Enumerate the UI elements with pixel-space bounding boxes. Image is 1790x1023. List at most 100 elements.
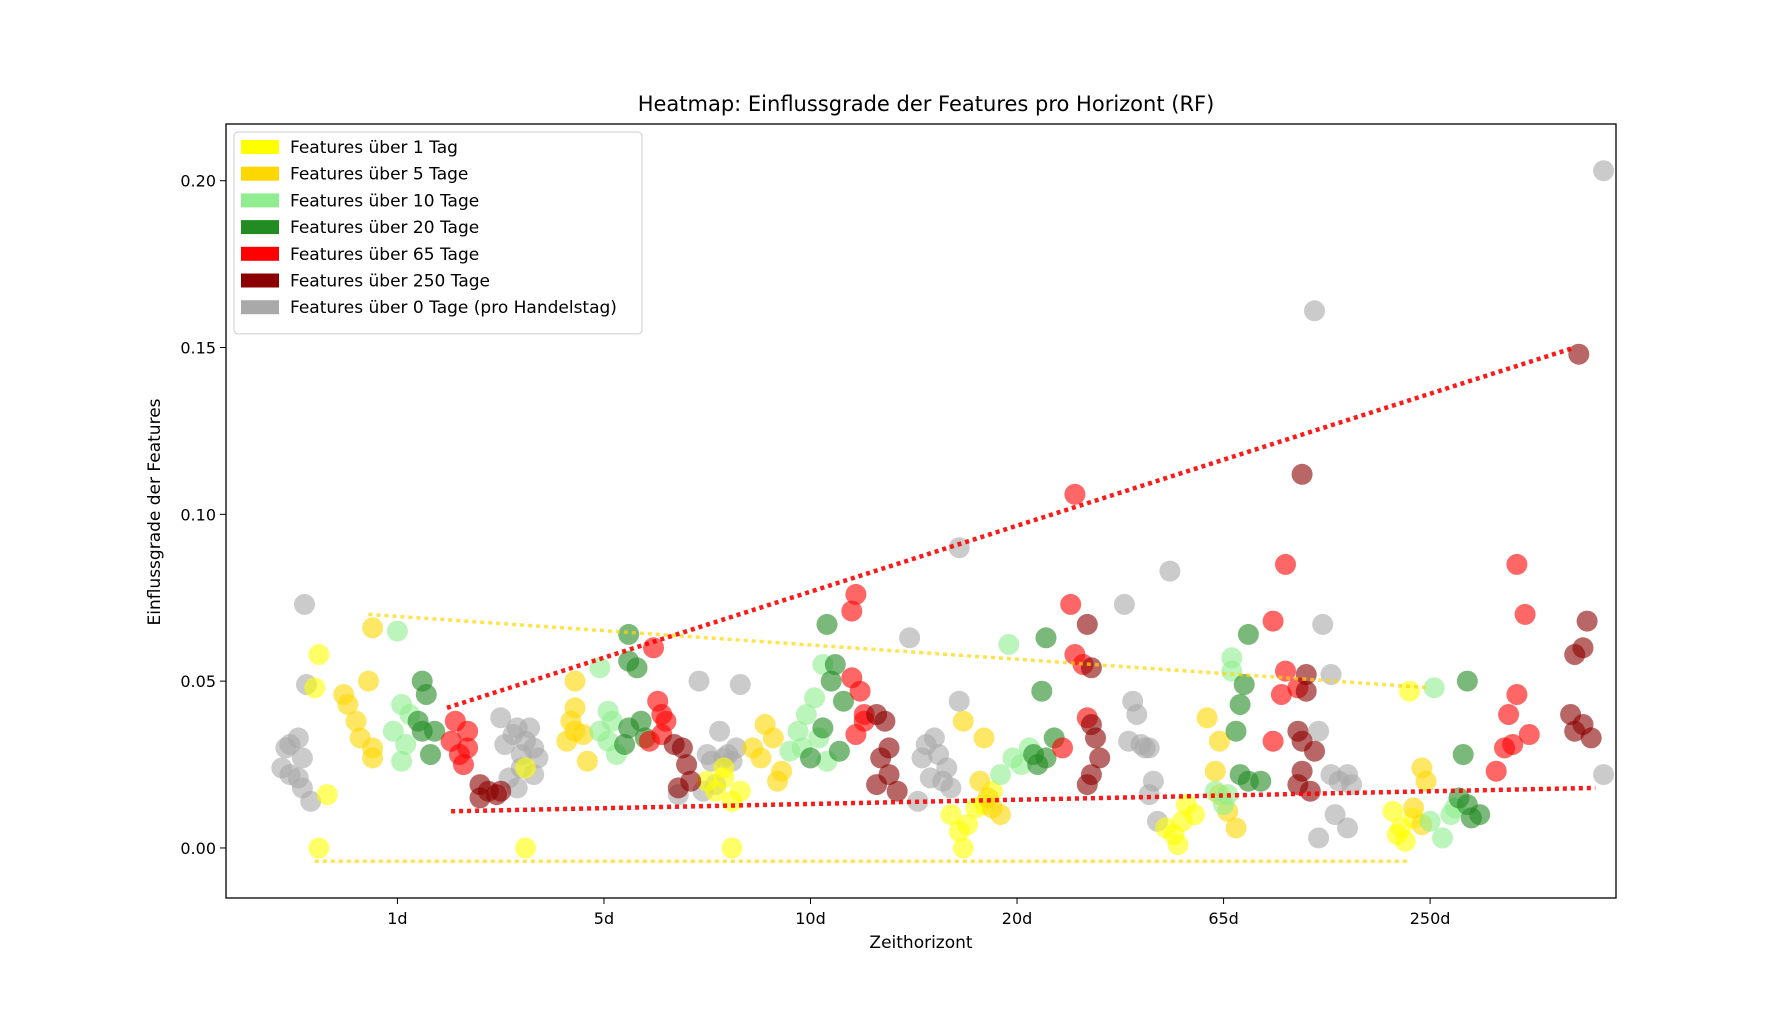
data-point [1052,737,1073,759]
trend-line-1 [451,785,1596,814]
data-point [490,707,512,729]
data-point [1399,680,1420,702]
data-point [729,674,751,695]
data-point [919,767,941,789]
data-point [1452,744,1474,765]
data-point [1262,610,1284,632]
data-point [1506,553,1528,575]
data-point [1304,300,1325,322]
data-point [1113,593,1135,615]
data-point [1225,817,1247,839]
plot-frame [225,123,1617,899]
data-point [833,690,854,712]
data-point [515,837,536,859]
data-point [1324,804,1346,826]
data-point [469,787,491,809]
series-4 [407,613,1491,829]
data-point [1076,774,1098,796]
data-point [952,837,974,859]
data-point [1237,623,1259,645]
data-point [382,720,404,742]
data-point [1233,674,1255,695]
y-axis-label: Einflussgrade der Features [145,398,165,625]
data-point [870,747,892,769]
data-point [618,650,640,672]
data-point [1291,463,1313,485]
data-point [816,613,838,635]
data-point [1469,804,1491,826]
y-tick-label: 0.20 [180,172,216,191]
data-point [515,757,536,779]
data-point [287,727,309,749]
data-point [990,804,1011,826]
y-tick-label: 0.10 [180,505,216,524]
data-point [1456,670,1478,692]
data-point [506,777,528,799]
data-point [1485,760,1507,782]
data-point [1498,704,1520,725]
data-point [486,784,508,806]
data-point [564,670,586,692]
data-point [940,804,962,826]
data-point [597,730,619,752]
data-point [457,720,479,742]
data-point [1031,680,1053,702]
legend-swatch [241,166,279,181]
legend-label: Features über 20 Tage [290,218,479,238]
data-point [1229,694,1251,715]
legend-label: Features über 0 Tage (pro Handelstag) [290,298,617,318]
data-point [1423,677,1445,699]
data-point [948,537,970,559]
legend-label: Features über 10 Tage [290,191,479,211]
data-point [1208,730,1230,752]
data-point [729,780,751,802]
data-point [845,583,867,605]
data-point [1275,660,1296,682]
data-point [1262,730,1284,752]
y-tick-label: 0.15 [180,339,216,358]
data-point [519,717,541,739]
data-point [391,750,413,772]
x-axis-label: Zeithorizont [869,933,972,953]
data-point [1308,827,1330,849]
data-point [1514,603,1536,625]
data-point [395,734,417,755]
x-tick-label: 250d [1410,909,1451,928]
x-axis-ticks: 1d 5d 10d 20d 65d 250d [387,898,1450,928]
legend-swatch [241,273,279,288]
x-tick-label: 20d [1002,909,1033,928]
data-point [1204,780,1226,802]
data-point [725,737,747,759]
data-point [618,717,640,739]
data-point [824,654,846,675]
data-point [1076,613,1098,635]
x-tick-label: 1d [387,909,407,928]
data-point [618,623,640,645]
data-point [576,750,598,772]
data-point [1564,644,1586,665]
legend-swatch [241,300,279,315]
data-point [362,747,384,769]
data-point [448,744,470,765]
data-point [1159,560,1181,582]
data-point [948,690,970,712]
data-point [886,780,908,802]
data-point [671,737,693,759]
data-point [1080,657,1102,679]
data-point [713,757,735,779]
data-point [667,777,689,799]
data-point [841,600,863,622]
data-point [1506,684,1528,705]
data-point [990,764,1011,786]
trend-line-2 [368,612,1431,690]
data-point [878,764,900,786]
data-point [787,720,809,742]
data-point [795,704,817,725]
data-point [1167,834,1189,856]
data-points [271,160,1615,859]
data-point [308,644,330,665]
data-point [1572,714,1594,735]
data-point [304,677,326,699]
data-point [1270,684,1292,705]
